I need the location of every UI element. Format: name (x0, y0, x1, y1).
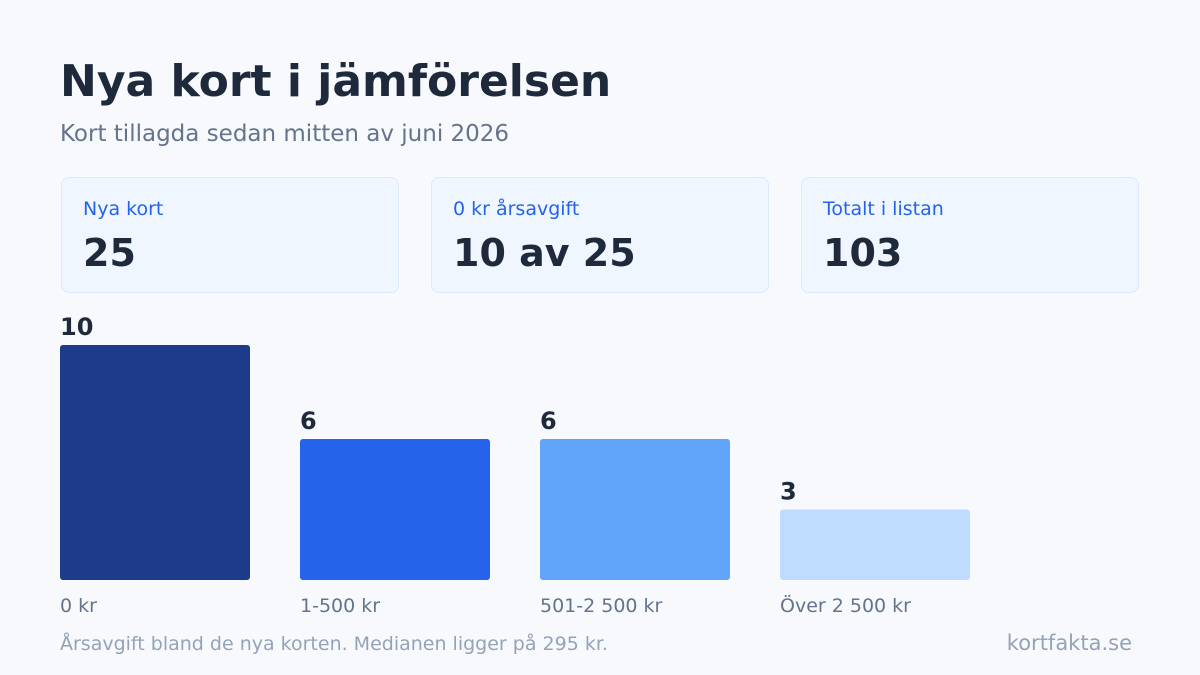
bar-value-label: 6 (300, 407, 317, 435)
brand-label: kortfakta.se (1006, 631, 1132, 655)
bar-2 (540, 439, 730, 580)
page-subtitle: Kort tillagda sedan mitten av juni 2026 (60, 121, 510, 147)
bar-1 (300, 439, 490, 580)
category-label: Över 2 500 kr (780, 594, 911, 617)
stat-value: 103 (823, 231, 903, 275)
bar-value-label: 3 (780, 478, 797, 506)
chart-footnote: Årsavgift bland de nya korten. Medianen … (60, 633, 608, 655)
bar-value-label: 6 (540, 407, 557, 435)
category-label: 501-2 500 kr (540, 595, 663, 617)
stat-value: 10 av 25 (453, 231, 636, 275)
stat-label: Totalt i listan (823, 198, 944, 220)
category-label: 1-500 kr (300, 595, 380, 617)
stat-label: Nya kort (83, 198, 164, 220)
stat-card-new-cards: Nya kort 25 (61, 177, 399, 293)
bar-0 (60, 345, 250, 580)
bar-value-label: 10 (60, 313, 93, 341)
stat-value: 25 (83, 231, 136, 275)
stat-label: 0 kr årsavgift (453, 198, 580, 220)
stat-card-zero-fee: 0 kr årsavgift 10 av 25 (431, 177, 769, 293)
stat-card-total-listed: Totalt i listan 103 (801, 177, 1139, 293)
page-title: Nya kort i jämförelsen (60, 56, 612, 107)
category-label: 0 kr (60, 595, 97, 617)
bar-3 (780, 509, 970, 580)
